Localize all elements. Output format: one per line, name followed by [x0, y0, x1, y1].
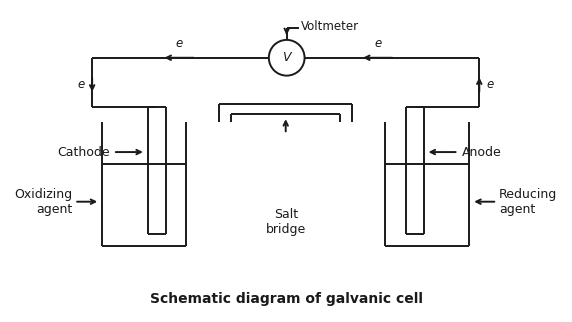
Text: Salt
bridge: Salt bridge: [265, 208, 306, 236]
Text: Cathode: Cathode: [57, 146, 110, 158]
Text: Reducing
agent: Reducing agent: [499, 188, 557, 216]
Text: e: e: [375, 37, 382, 50]
Text: Voltmeter: Voltmeter: [301, 21, 359, 33]
Text: Oxidizing
agent: Oxidizing agent: [14, 188, 72, 216]
Text: e: e: [176, 37, 183, 50]
Text: e: e: [486, 78, 494, 91]
Text: V: V: [283, 51, 291, 64]
Text: Anode: Anode: [462, 146, 501, 158]
Text: Schematic diagram of galvanic cell: Schematic diagram of galvanic cell: [150, 292, 423, 306]
Text: e: e: [78, 78, 85, 91]
